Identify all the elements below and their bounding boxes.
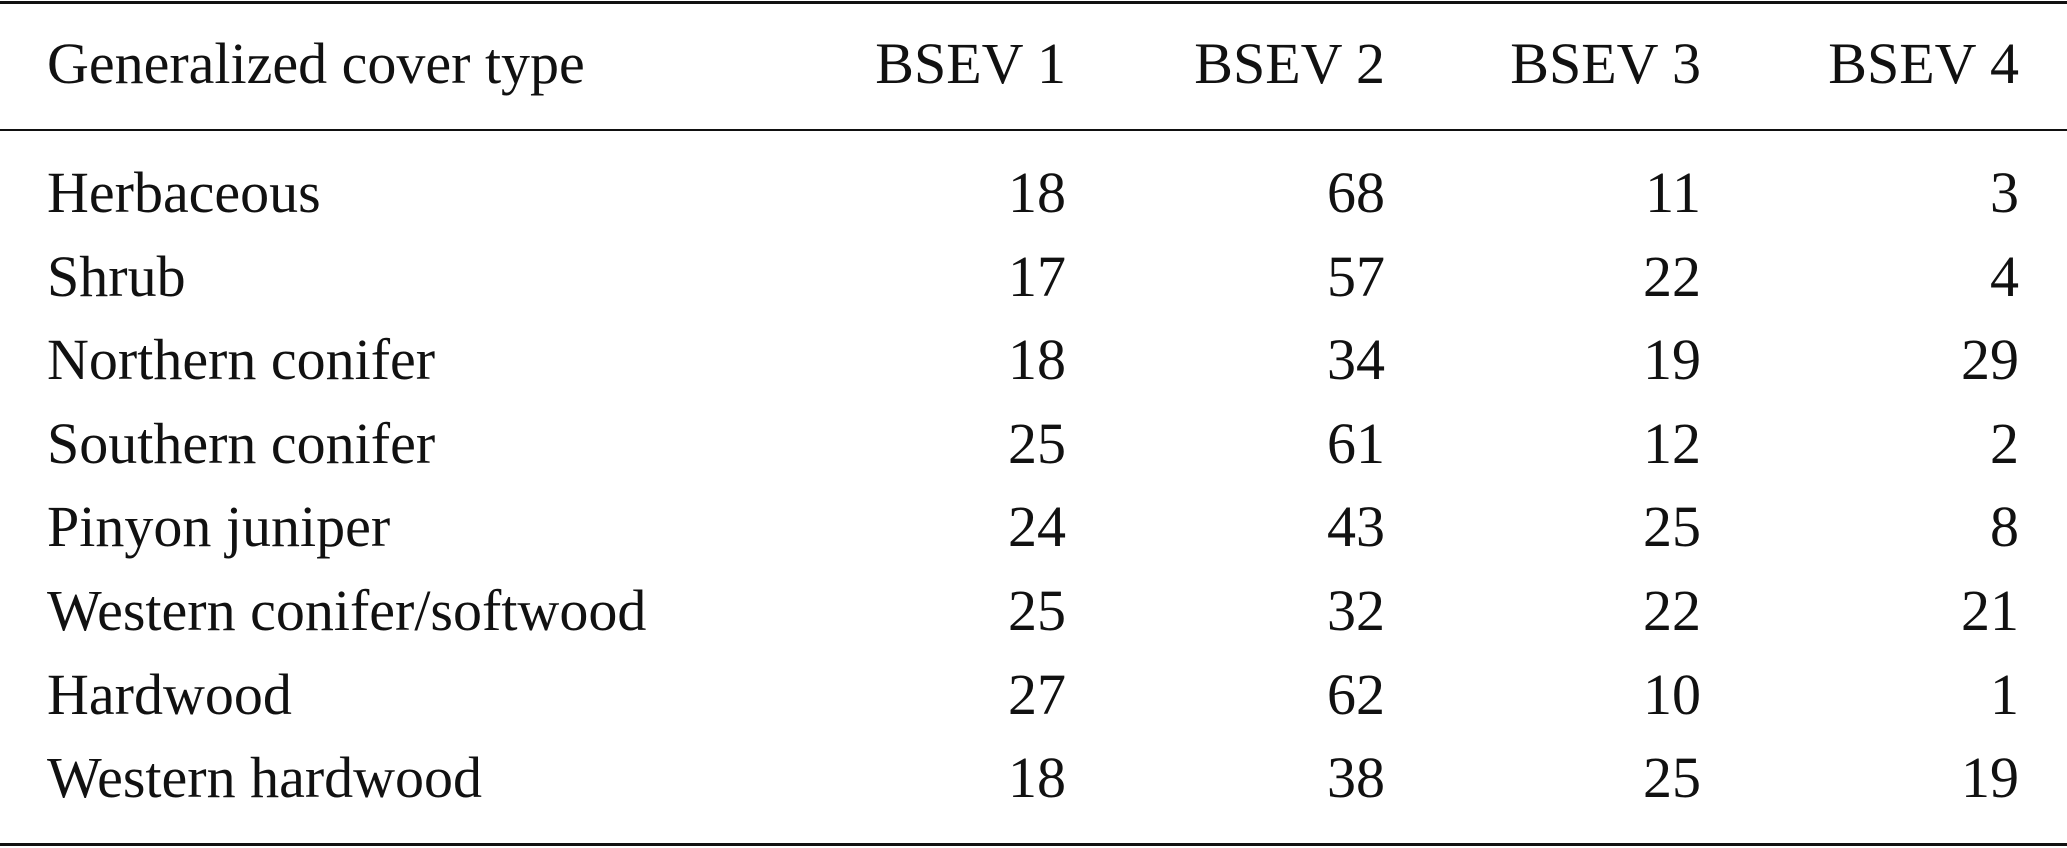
value-cell: 4 [1990,243,2019,309]
value-cell: 12 [1643,410,1701,476]
value-cell: 34 [1327,327,1385,393]
value-cell: 61 [1327,410,1385,476]
header-cell: BSEV 3 [1510,31,1701,96]
value-cell: 29 [1961,327,2019,393]
value-cell: 19 [1961,745,2019,811]
value-cell: 10 [1643,661,1701,727]
value-cell: 22 [1643,578,1701,643]
bottom-rule [0,843,2067,846]
value-cell: 22 [1643,243,1701,309]
value-cell: 2 [1990,410,2019,476]
row-label: Shrub [47,243,186,309]
value-cell: 18 [1008,160,1066,225]
value-cell: 62 [1327,661,1385,727]
value-cell: 38 [1327,745,1385,811]
header-cell: BSEV 1 [875,31,1066,96]
value-cell: 25 [1008,578,1066,643]
value-cell: 24 [1008,494,1066,560]
value-cell: 18 [1008,327,1066,393]
value-cell: 11 [1645,160,1701,225]
header-cell: Generalized cover type [47,31,585,96]
value-cell: 8 [1990,494,2019,560]
row-label: Hardwood [47,661,292,727]
header-rule [0,129,2067,131]
value-cell: 57 [1327,243,1385,309]
value-cell: 17 [1008,243,1066,309]
row-label: Western hardwood [47,745,483,811]
value-cell: 25 [1643,494,1701,560]
row-label: Herbaceous [47,160,321,225]
value-cell: 25 [1643,745,1701,811]
value-cell: 68 [1327,160,1385,225]
row-label: Northern conifer [47,327,436,393]
header-cell: BSEV 2 [1194,31,1385,96]
row-label: Western conifer/softwood [47,578,647,643]
value-cell: 25 [1008,410,1066,476]
value-cell: 32 [1327,578,1385,643]
value-cell: 43 [1327,494,1385,560]
header-cell: BSEV 4 [1828,31,2019,96]
value-cell: 18 [1008,745,1066,811]
value-cell: 1 [1990,661,2019,727]
value-cell: 27 [1008,661,1066,727]
row-label: Southern conifer [47,410,436,476]
top-rule [0,1,2067,4]
value-cell: 3 [1990,160,2019,225]
row-label: Pinyon juniper [47,494,391,560]
value-cell: 19 [1643,327,1701,393]
value-cell: 21 [1961,578,2019,643]
